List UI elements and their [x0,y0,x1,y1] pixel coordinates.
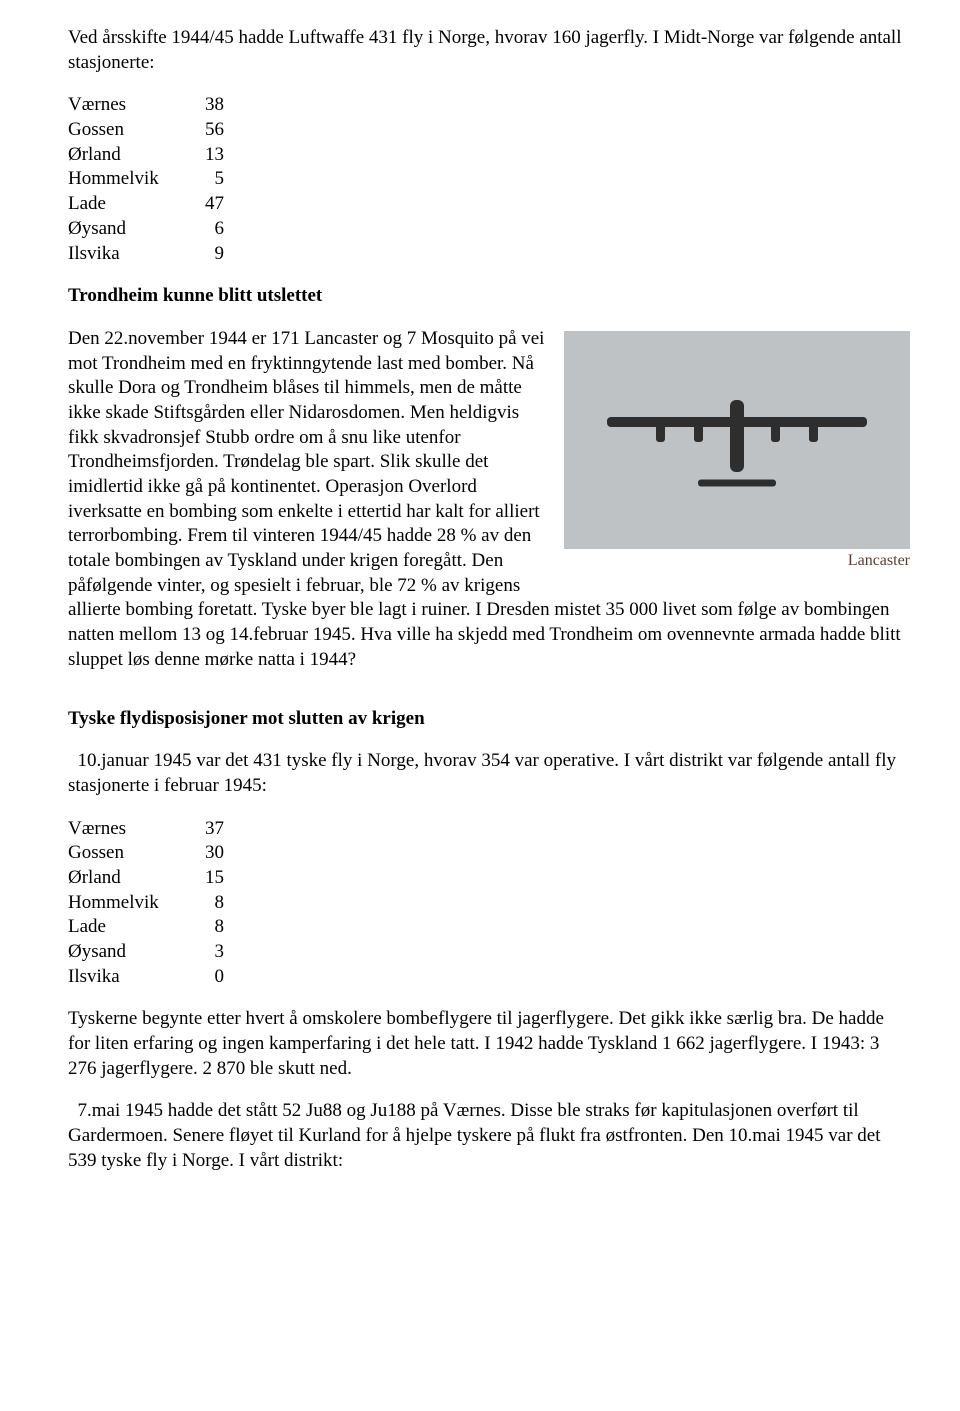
airfield-count: 38 [186,93,224,118]
airfield-name: Ilsvika [68,965,186,990]
airfield-count: 3 [186,940,224,965]
airfield-count: 5 [186,167,224,192]
airfield-count: 9 [186,242,224,267]
airfield-name: Hommelvik [68,167,186,192]
airfield-name: Hommelvik [68,891,186,916]
table-row: Værnes37 [68,817,224,842]
table-row: Hommelvik5 [68,167,224,192]
airfield-count: 8 [186,915,224,940]
table-row: Gossen56 [68,118,224,143]
plane-engine-shape [771,420,780,442]
airfield-table-1944: Værnes38Gossen56Ørland13Hommelvik5Lade47… [68,93,224,266]
airfield-count: 15 [186,866,224,891]
airfield-count: 56 [186,118,224,143]
table-row: Ørland15 [68,866,224,891]
heading-dispositions: Tyske flydisposisjoner mot slutten av kr… [68,707,910,732]
lancaster-caption: Lancaster [564,551,910,572]
plane-engine-shape [656,420,665,442]
pilot-retrain-paragraph: Tyskerne begynte etter hvert å omskolere… [68,1007,910,1081]
plane-engine-shape [694,420,703,442]
plane-tail-shape [698,480,776,487]
airfield-count: 6 [186,217,224,242]
intro-paragraph: Ved årsskifte 1944/45 hadde Luftwaffe 43… [68,26,910,75]
lancaster-image [564,331,910,549]
table-row: Lade8 [68,915,224,940]
airfield-name: Ørland [68,866,186,891]
table-row: Værnes38 [68,93,224,118]
airfield-count: 47 [186,192,224,217]
table-row: Ilsvika0 [68,965,224,990]
airfield-count: 37 [186,817,224,842]
airfield-count: 30 [186,841,224,866]
airfield-name: Gossen [68,841,186,866]
airfield-name: Lade [68,192,186,217]
airfield-name: Lade [68,915,186,940]
table-row: Hommelvik8 [68,891,224,916]
airfield-name: Øysand [68,940,186,965]
lancaster-figure: Lancaster [564,331,910,572]
table-row: Øysand6 [68,217,224,242]
airfield-count: 8 [186,891,224,916]
may-1945-paragraph: 7.mai 1945 hadde det stått 52 Ju88 og Ju… [68,1099,910,1173]
airfield-name: Ilsvika [68,242,186,267]
dispositions-intro: 10.januar 1945 var det 431 tyske fly i N… [68,749,910,798]
table-row: Lade47 [68,192,224,217]
airfield-name: Værnes [68,817,186,842]
airfield-name: Ørland [68,143,186,168]
table-row: Øysand3 [68,940,224,965]
plane-engine-shape [809,420,818,442]
airfield-name: Gossen [68,118,186,143]
table-row: Ørland13 [68,143,224,168]
plane-body-shape [730,400,744,472]
airfield-table-1945: Værnes37Gossen30Ørland15Hommelvik8Lade8Ø… [68,817,224,990]
airfield-name: Øysand [68,217,186,242]
airfield-name: Værnes [68,93,186,118]
airfield-count: 13 [186,143,224,168]
table-row: Gossen30 [68,841,224,866]
airfield-count: 0 [186,965,224,990]
heading-trondheim: Trondheim kunne blitt utslettet [68,284,910,309]
table-row: Ilsvika9 [68,242,224,267]
